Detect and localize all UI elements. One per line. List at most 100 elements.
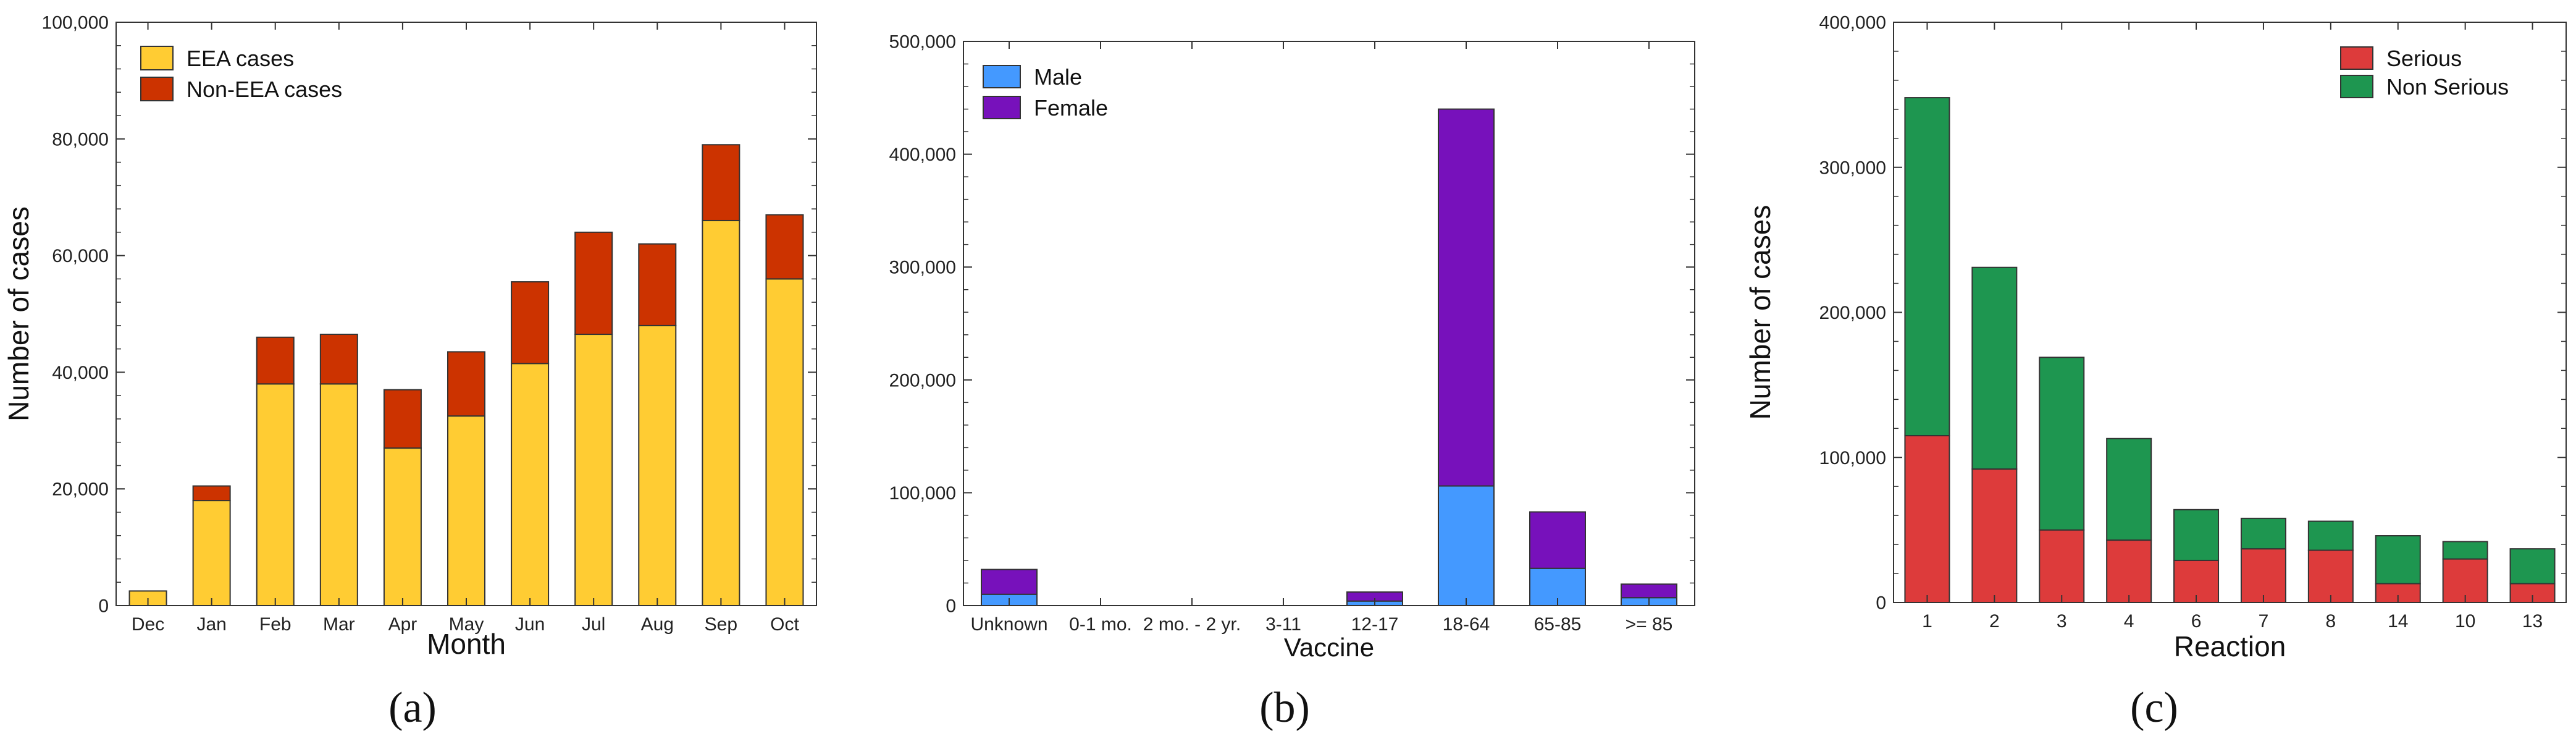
y-tick-label: 20,000 (52, 480, 109, 500)
bar-eea-cases-9 (702, 219, 740, 606)
bar-non-eea-cases-10 (765, 214, 804, 280)
x-tick-label: 7 (2259, 611, 2269, 632)
bar-female-6 (1529, 511, 1586, 569)
bar-non-eea-cases-7 (574, 231, 613, 336)
x-tick-label: 3-11 (1265, 614, 1301, 635)
bar-non-serious-2 (2039, 357, 2085, 531)
bar-serious-5 (2240, 548, 2286, 604)
bar-non-eea-cases-4 (383, 389, 422, 449)
bar-non-eea-cases-2 (256, 336, 295, 385)
x-tick-label: Mar (323, 614, 355, 635)
panel-label: (b) (1259, 684, 1310, 732)
legend: EEA cases Non-EEA cases (140, 46, 342, 102)
y-tick-label: 80,000 (52, 129, 109, 150)
bar-non-eea-cases-9 (702, 144, 740, 221)
chart-panel-b: 0 100,000 200,000 300,000 400,000 500,000 Unkn… (889, 32, 1695, 732)
legend-label: EEA cases (187, 46, 294, 71)
bar-non-eea-cases-3 (319, 334, 358, 385)
x-tick-label: 8 (2326, 611, 2336, 632)
bar-female-7 (1621, 583, 1677, 599)
chart-panel-c: 0 100,000 200,000 300,000 400,000 1 2 3 4 6 7 8 14 10… (1744, 13, 2567, 732)
x-tick-label: Unknown (970, 614, 1047, 635)
bar-serious-3 (2106, 539, 2152, 603)
x-tick-label: Sep (705, 614, 737, 635)
x-tick-label: Dec (132, 614, 164, 635)
panel-label: (a) (388, 684, 437, 732)
legend: Male Female (983, 64, 1108, 120)
x-tick-label: 1 (1922, 611, 1932, 632)
bar-non-serious-1 (1971, 266, 2018, 470)
bar-eea-cases-1 (192, 500, 231, 607)
x-tick-label: >= 85 (1626, 614, 1673, 635)
x-tick-label: 13 (2522, 611, 2543, 632)
bar-serious-2 (2039, 529, 2085, 603)
x-tick-label: Oct (770, 614, 799, 635)
y-tick-label: 500,000 (889, 32, 956, 53)
y-tick-label: 300,000 (889, 258, 956, 278)
x-tick-label: Jul (582, 614, 605, 635)
bar-eea-cases-2 (256, 383, 295, 607)
x-tick-label: Apr (388, 614, 417, 635)
y-tick-label: 200,000 (889, 370, 956, 391)
y-tick-label: 0 (98, 596, 109, 617)
legend-swatch (2340, 75, 2373, 98)
bar-eea-cases-4 (383, 447, 422, 606)
panel-label: (c) (2130, 684, 2178, 732)
bar-female-5 (1438, 108, 1495, 487)
legend-label: Female (1034, 95, 1108, 120)
bar-non-serious-9 (2509, 548, 2556, 585)
y-tick-label: 40,000 (52, 363, 109, 383)
x-tick-label: 3 (2057, 611, 2067, 632)
legend-swatch (140, 77, 174, 101)
x-tick-label: 18-64 (1443, 614, 1490, 635)
legend: Serious Non Serious (2340, 46, 2509, 99)
bar-eea-cases-7 (574, 334, 613, 606)
bar-eea-cases-10 (765, 278, 804, 606)
bar-non-serious-0 (1904, 97, 1950, 437)
bar-serious-6 (2307, 549, 2354, 603)
legend-swatch (2340, 46, 2373, 70)
bar-non-serious-4 (2173, 509, 2220, 561)
y-tick-label: 100,000 (1819, 448, 1886, 468)
x-tick-label: May (449, 614, 484, 635)
legend-swatch (983, 65, 1021, 88)
bar-non-serious-6 (2307, 520, 2354, 551)
bar-non-serious-3 (2106, 438, 2152, 541)
legend-label: Serious (2386, 46, 2462, 71)
bar-non-serious-7 (2375, 535, 2421, 585)
bar-male-5 (1438, 485, 1495, 606)
bar-non-serious-8 (2442, 541, 2488, 560)
x-tick-label: Jan (196, 614, 226, 635)
x-tick-label: 4 (2124, 611, 2134, 632)
legend-swatch (983, 96, 1021, 119)
bar-eea-cases-3 (319, 383, 358, 607)
bar-non-eea-cases-5 (447, 351, 485, 417)
x-tick-label: Aug (641, 614, 674, 635)
bar-non-eea-cases-8 (638, 243, 677, 326)
y-tick-label: 400,000 (1819, 13, 1886, 33)
x-tick-label: Jun (515, 614, 545, 635)
bar-non-serious-5 (2240, 517, 2286, 550)
y-tick-label: 300,000 (1819, 158, 1886, 178)
legend-label: Male (1034, 64, 1082, 90)
x-axis-title: Vaccine (1284, 633, 1374, 662)
x-tick-label: 0-1 mo. (1069, 614, 1132, 635)
x-axis-title: Month (427, 628, 506, 660)
y-tick-label: 100,000 (42, 13, 109, 33)
x-tick-label: 14 (2388, 611, 2408, 632)
y-tick-label: 60,000 (52, 246, 109, 266)
bar-eea-cases-8 (638, 324, 677, 606)
y-axis-title: Number of cases (1744, 205, 1776, 420)
bar-serious-1 (1971, 468, 2018, 604)
y-tick-label: 100,000 (889, 483, 956, 504)
legend-swatch (140, 46, 174, 70)
x-tick-label: 10 (2455, 611, 2475, 632)
x-tick-label: 6 (2191, 611, 2202, 632)
chart-panel-a: 0 20,000 40,000 60,000 80,000 100,000 Dec Jan Fe… (2, 13, 817, 732)
bar-non-eea-cases-1 (192, 485, 231, 502)
bar-eea-cases-5 (447, 415, 485, 606)
y-axis-title: Number of cases (2, 206, 35, 421)
x-tick-label: 2 (1989, 611, 2000, 632)
bar-serious-0 (1904, 435, 1950, 603)
